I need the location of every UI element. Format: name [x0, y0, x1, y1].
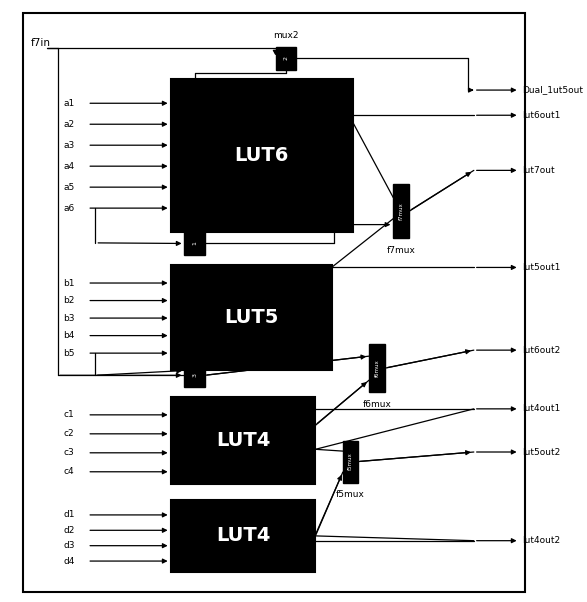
Text: b4: b4	[63, 331, 75, 340]
Text: a5: a5	[63, 182, 75, 191]
Bar	[393, 184, 409, 238]
Text: c2: c2	[63, 429, 74, 438]
Bar	[343, 441, 358, 483]
Text: d2: d2	[63, 526, 75, 535]
Text: Dual_1ut5out: Dual_1ut5out	[522, 85, 583, 95]
Text: lut6out2: lut6out2	[522, 346, 561, 355]
Text: c4: c4	[63, 467, 74, 476]
Bar	[170, 79, 353, 232]
Text: LUT5: LUT5	[224, 308, 278, 327]
Text: lut4out1: lut4out1	[522, 405, 561, 414]
Text: mux3: mux3	[208, 352, 233, 361]
Text: a4: a4	[63, 162, 74, 171]
Text: a6: a6	[63, 203, 75, 213]
Text: b5: b5	[63, 349, 75, 358]
Text: b3: b3	[63, 314, 75, 323]
Text: f7mux: f7mux	[399, 202, 404, 220]
Text: mux1: mux1	[208, 220, 233, 229]
Text: d1: d1	[63, 510, 75, 520]
Text: LUT6: LUT6	[235, 146, 289, 165]
Bar	[184, 232, 205, 255]
Text: lut6out1: lut6out1	[522, 111, 561, 120]
Bar	[170, 265, 332, 370]
Text: b2: b2	[63, 296, 75, 305]
Text: b1: b1	[63, 279, 75, 288]
Text: 1: 1	[192, 241, 197, 246]
Text: d3: d3	[63, 541, 75, 550]
Text: d4: d4	[63, 557, 75, 565]
Text: lut5out2: lut5out2	[522, 447, 561, 456]
Text: f5mux: f5mux	[348, 453, 353, 471]
Bar	[170, 397, 315, 484]
Text: a3: a3	[63, 141, 75, 150]
Text: mux2: mux2	[273, 31, 299, 40]
Text: lut4out2: lut4out2	[522, 536, 560, 545]
Text: f6mux: f6mux	[363, 400, 392, 409]
Text: f7mux: f7mux	[387, 246, 416, 255]
Text: a1: a1	[63, 99, 75, 108]
Text: c1: c1	[63, 411, 74, 420]
Text: lut5out1: lut5out1	[522, 263, 561, 272]
Text: lut7out: lut7out	[522, 166, 555, 175]
Text: a2: a2	[63, 120, 74, 129]
Text: LUT4: LUT4	[216, 526, 270, 545]
Bar	[184, 364, 205, 386]
Bar	[369, 344, 385, 392]
Text: f5mux: f5mux	[336, 491, 365, 499]
Text: c3: c3	[63, 448, 74, 458]
Text: f6mux: f6mux	[375, 359, 380, 377]
Text: 3: 3	[192, 373, 197, 377]
Bar	[170, 500, 315, 572]
Bar	[276, 47, 296, 70]
Text: 2: 2	[284, 57, 288, 60]
Text: LUT4: LUT4	[216, 431, 270, 450]
Text: f7in: f7in	[31, 39, 51, 48]
